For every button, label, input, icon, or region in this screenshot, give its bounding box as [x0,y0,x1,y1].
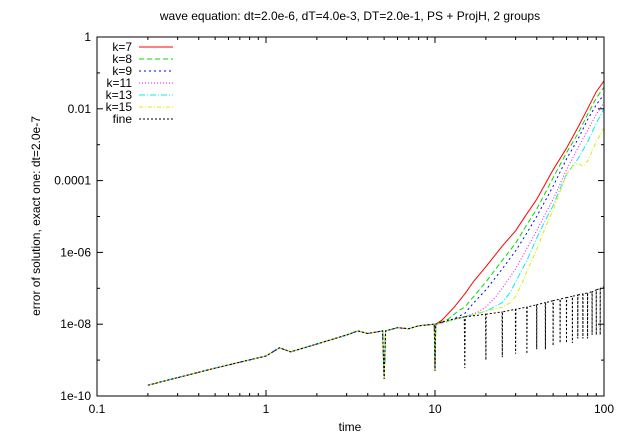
x-tick-label: 0.1 [89,402,106,416]
series-line-k11 [147,102,605,386]
y-axis-label: error of solution, exact one: dt=2.0e-7 [29,116,43,316]
y-tick-label: 1 [84,30,91,44]
plot-frame [96,36,605,397]
y-tick-label: 1e-08 [60,317,91,331]
legend-label: k=13 [106,88,133,102]
legend-label: k=8 [112,52,132,66]
y-tick-label: 1e-06 [60,245,91,259]
legend-label: k=15 [106,100,133,114]
series-line-k15 [147,127,605,386]
axis-ticks: 0.1 1 10 100 1e-10 1e-08 1e-06 0.0001 0.01 1 [54,30,614,416]
legend-label: k=9 [112,64,132,78]
series-line-k9 [147,94,605,386]
x-tick-label: 10 [428,402,442,416]
y-tick-label: 0.01 [68,102,92,116]
y-tick-label: 0.0001 [54,174,91,188]
y-tick-label: 1e-10 [60,389,91,403]
chart-title: wave equation: dt=2.0e-6, dT=4.0e-3, DT=… [159,9,540,23]
series-line-k8 [147,86,605,386]
series-line-k13 [147,108,605,386]
series-lines [147,80,605,386]
legend-label: k=11 [107,76,133,90]
x-axis-label: time [339,420,362,434]
legend-label: fine [113,112,133,126]
x-tick-label: 100 [594,402,614,416]
x-tick-label: 1 [263,402,270,416]
series-line-fine [147,286,605,386]
legend-label: k=7 [112,40,132,54]
